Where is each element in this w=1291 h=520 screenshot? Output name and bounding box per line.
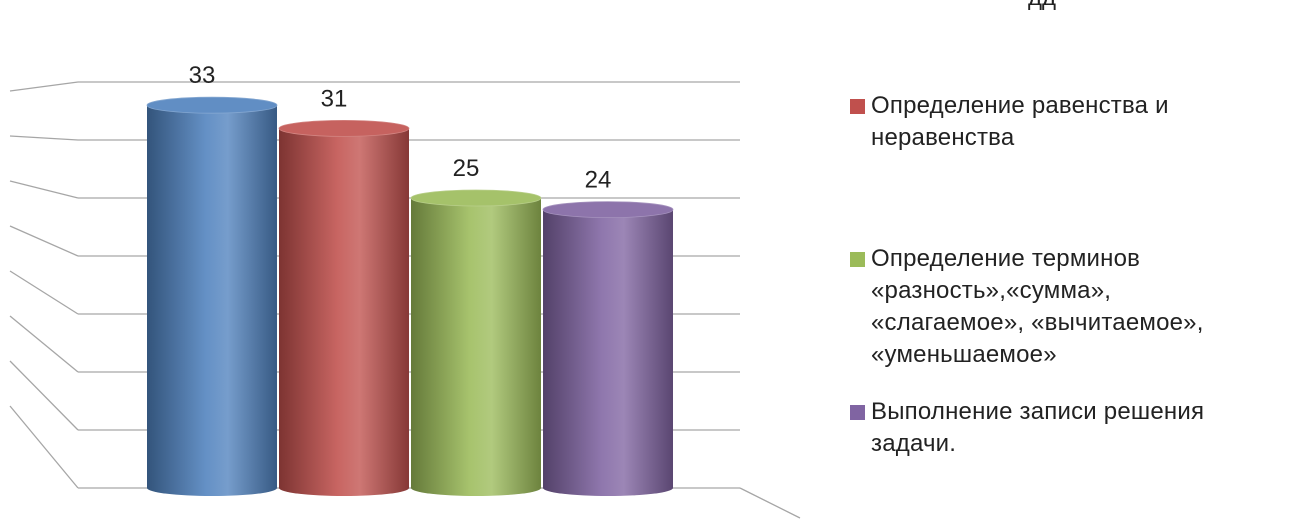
legend-swatch-purple — [850, 405, 865, 420]
bar-4 — [542, 201, 674, 496]
floor-edge — [739, 487, 801, 519]
bar-top — [146, 96, 278, 114]
legend-item-solution: Выполнение записи решения задачи. — [850, 396, 1204, 460]
data-label: 24 — [585, 167, 612, 194]
legend-item-terms: Определение терминов «разность»,«сумма»,… — [850, 243, 1204, 371]
gridline-side — [9, 270, 79, 315]
legend-label: Определение терминов «разность»,«сумма»,… — [871, 245, 1204, 368]
gridline-side — [9, 405, 79, 489]
legend-swatch-green — [850, 252, 865, 267]
gridline-side — [9, 360, 79, 431]
bar-top — [278, 119, 410, 137]
gridline-side — [9, 180, 79, 199]
bar-3 — [410, 189, 542, 496]
bar-top — [410, 189, 542, 207]
bar-2 — [278, 119, 410, 496]
legend-swatch-red — [850, 99, 865, 114]
gridline-side — [9, 135, 79, 141]
bar-body — [279, 128, 409, 496]
bar-top — [542, 201, 674, 219]
gridline-side — [9, 315, 79, 373]
legend-label: Определение равенства и неравенства — [871, 92, 1169, 151]
cut-off-title-text: дд — [1028, 0, 1056, 12]
bar-1 — [146, 96, 278, 496]
gridline-side — [9, 81, 79, 92]
bar-body — [543, 209, 673, 496]
legend-label: Выполнение записи решения задачи. — [871, 398, 1205, 457]
data-label: 25 — [453, 155, 480, 182]
data-labels: 33 31 25 24 — [189, 62, 612, 193]
bar-chart: 33 31 25 24 — [9, 62, 801, 519]
chart-legend: Определение равенства и неравенства Опре… — [850, 0, 1290, 520]
legend-item-equality: Определение равенства и неравенства — [850, 90, 1169, 154]
data-label: 31 — [321, 85, 348, 112]
bar-body — [411, 198, 541, 496]
data-label: 33 — [189, 62, 216, 89]
bar-body — [147, 105, 277, 496]
gridline-side — [9, 225, 79, 257]
bars — [146, 96, 674, 496]
